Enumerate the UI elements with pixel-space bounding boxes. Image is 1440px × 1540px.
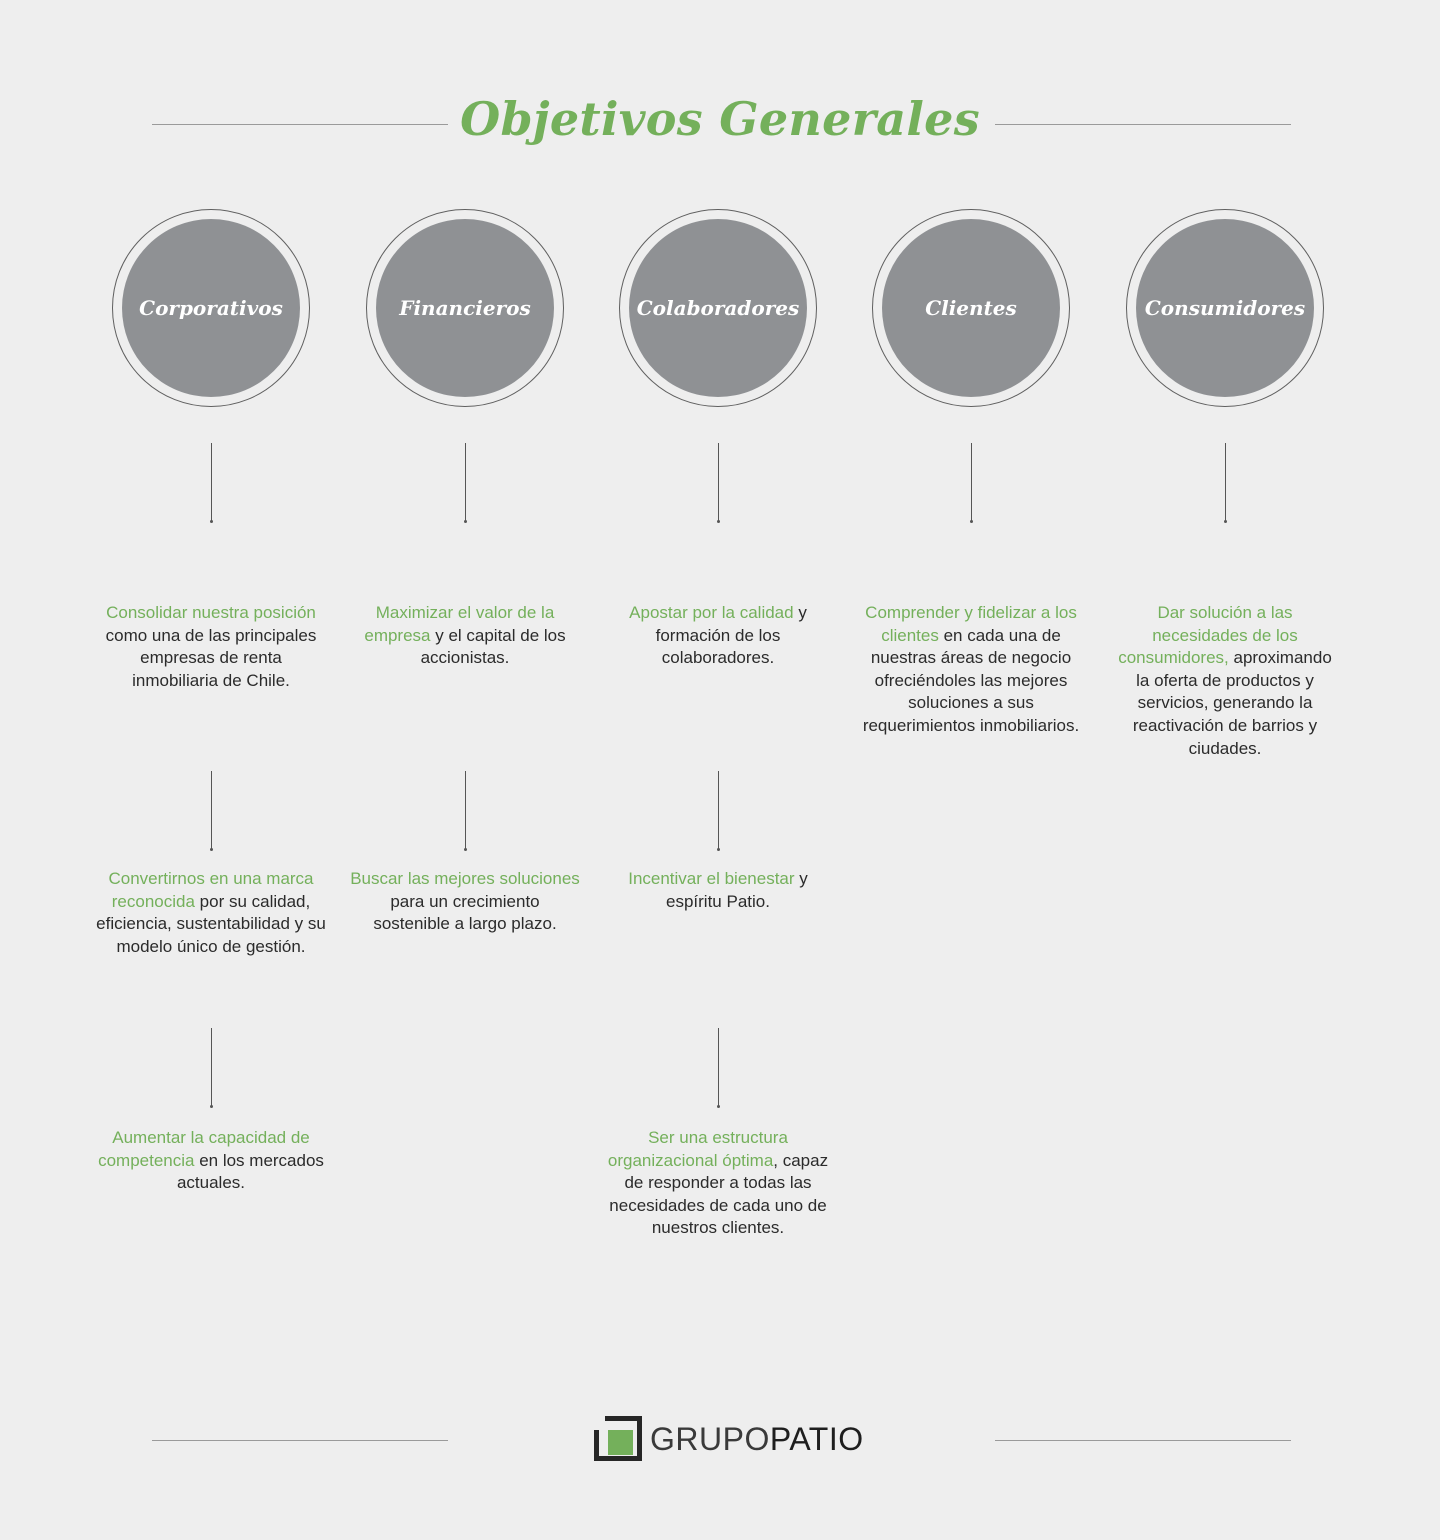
title-rule-right xyxy=(995,124,1291,125)
objective-body: por su calidad, eficiencia, sustentabili… xyxy=(96,891,326,956)
connector-line xyxy=(716,771,720,851)
objective-highlight: Maximizar el valor de la empresa xyxy=(364,603,555,645)
category-circle: Corporativos xyxy=(112,209,310,407)
connector-line xyxy=(463,443,467,523)
connector-line xyxy=(209,443,213,523)
category-disc: Colaboradores xyxy=(629,219,807,397)
category-circle: Clientes xyxy=(872,209,1070,407)
connector-line xyxy=(209,771,213,851)
objective-body: y espíritu Patio. xyxy=(666,869,808,911)
objective-body: y el capital de los accionistas. xyxy=(420,625,566,668)
objective-text: Buscar las mejores soluciones para un cr… xyxy=(350,868,580,936)
objective-highlight: Comprender y fidelizar a los clientes xyxy=(865,603,1077,645)
category-disc: Financieros xyxy=(376,219,554,397)
objective-body: , capaz de responder a todas las necesid… xyxy=(609,1150,829,1238)
objective-text: Dar solución a las necesidades de los co… xyxy=(1110,602,1340,760)
connector-line xyxy=(1223,443,1227,523)
objective-text: Maximizar el valor de la empresa y el ca… xyxy=(350,602,580,670)
connector-line xyxy=(716,1028,720,1108)
objective-text: Apostar por la calidad y formación de lo… xyxy=(603,602,833,670)
objective-body: y formación de los colaboradores. xyxy=(655,603,807,668)
objective-body: como una de las principales empresas de … xyxy=(105,625,317,690)
objective-body: en los mercados actuales. xyxy=(176,1150,324,1193)
category-label: Consumidores xyxy=(1144,296,1306,320)
grupo-patio-logo: GRUPOPATIO xyxy=(594,1416,863,1466)
category-circle: Consumidores xyxy=(1126,209,1324,407)
objective-highlight: Apostar por la calidad xyxy=(629,603,794,622)
footer-rule-right xyxy=(995,1440,1291,1441)
connector-line xyxy=(716,443,720,523)
category-disc: Consumidores xyxy=(1136,219,1314,397)
title-rule-left xyxy=(152,124,448,125)
page-title: Objetivos Generales xyxy=(460,92,980,146)
objective-text: Comprender y fidelizar a los clientes en… xyxy=(856,602,1086,738)
logo-wordmark: GRUPOPATIO xyxy=(650,1421,864,1458)
category-label: Corporativos xyxy=(139,296,283,320)
objective-highlight: Incentivar el bienestar xyxy=(628,869,795,888)
objective-body: aproximando la oferta de productos y ser… xyxy=(1132,648,1332,758)
connector-line xyxy=(463,771,467,851)
connector-line xyxy=(969,443,973,523)
category-label: Financieros xyxy=(399,296,531,320)
objective-text: Incentivar el bienestar y espíritu Patio… xyxy=(603,868,833,913)
objective-highlight: Aumentar la capacidad de competencia xyxy=(98,1128,310,1170)
objective-body: en cada una de nuestras áreas de negocio… xyxy=(862,625,1080,735)
objective-text: Ser una estructura organizacional óptima… xyxy=(603,1127,833,1240)
category-label: Clientes xyxy=(925,296,1017,320)
category-disc: Corporativos xyxy=(122,219,300,397)
objective-text: Consolidar nuestra posición como una de … xyxy=(96,602,326,692)
category-disc: Clientes xyxy=(882,219,1060,397)
objective-highlight: Dar solución a las necesidades de los co… xyxy=(1118,603,1298,668)
category-circle: Colaboradores xyxy=(619,209,817,407)
footer-rule-left xyxy=(152,1440,448,1441)
logo-word-patio: PATIO xyxy=(769,1421,864,1457)
category-label: Colaboradores xyxy=(636,296,800,320)
objective-text: Convertirnos en una marca reconocida por… xyxy=(96,868,326,958)
objective-text: Aumentar la capacidad de competencia en … xyxy=(96,1127,326,1195)
objective-highlight: Convertirnos en una marca reconocida xyxy=(108,869,314,911)
objective-body: para un crecimiento sostenible a largo p… xyxy=(373,891,557,934)
category-circle: Financieros xyxy=(366,209,564,407)
connector-line xyxy=(209,1028,213,1108)
objective-highlight: Ser una estructura organizacional óptima xyxy=(607,1128,788,1170)
objective-highlight: Buscar las mejores soluciones xyxy=(350,869,580,888)
logo-word-grupo: GRUPO xyxy=(650,1421,770,1457)
objective-highlight: Consolidar nuestra posición xyxy=(106,603,316,622)
